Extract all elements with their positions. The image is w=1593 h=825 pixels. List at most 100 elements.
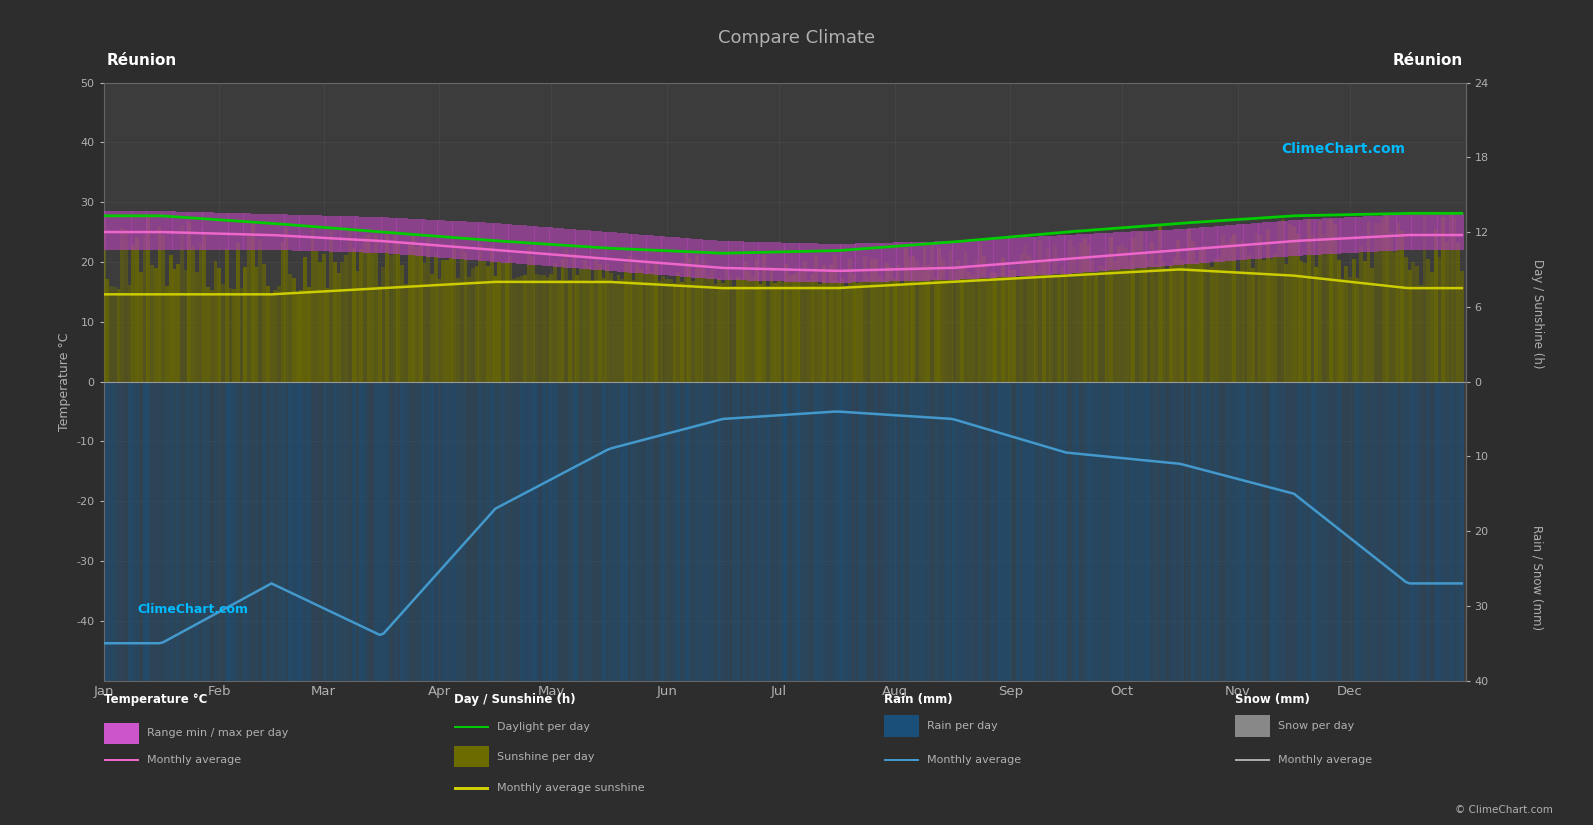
Bar — [672, 283, 677, 381]
Bar — [1442, 214, 1445, 250]
Bar — [914, 381, 919, 681]
Bar — [613, 381, 616, 681]
Bar — [550, 228, 553, 266]
Bar — [830, 381, 833, 681]
Bar — [261, 214, 266, 250]
Bar — [1198, 381, 1203, 681]
Bar — [1459, 381, 1464, 681]
Bar — [199, 381, 202, 681]
Bar — [307, 215, 311, 251]
Bar — [1251, 267, 1255, 381]
Bar — [1209, 267, 1214, 381]
Bar — [464, 252, 467, 381]
Bar — [1075, 234, 1080, 273]
Bar — [1337, 381, 1341, 681]
Bar — [1434, 214, 1437, 250]
Bar — [319, 215, 322, 252]
Bar — [1270, 259, 1273, 381]
Bar — [438, 220, 441, 257]
Bar — [1217, 381, 1222, 681]
Bar — [878, 243, 881, 282]
Bar — [725, 270, 728, 381]
Bar — [1042, 381, 1047, 681]
Bar — [900, 243, 905, 281]
Bar — [967, 240, 972, 279]
Bar — [527, 381, 530, 681]
Bar — [378, 217, 382, 253]
Bar — [1176, 381, 1180, 681]
Bar — [628, 233, 632, 272]
Bar — [358, 381, 363, 681]
Bar — [1437, 381, 1442, 681]
Bar — [1364, 262, 1367, 381]
Bar — [699, 239, 703, 278]
Bar — [919, 267, 922, 381]
Bar — [1351, 217, 1356, 252]
Bar — [744, 262, 747, 381]
Bar — [166, 211, 169, 250]
Bar — [478, 222, 483, 261]
Bar — [1206, 381, 1211, 681]
Bar — [1370, 216, 1375, 252]
Bar — [202, 212, 205, 250]
Bar — [519, 276, 524, 381]
Bar — [255, 214, 258, 250]
Bar — [580, 381, 583, 681]
Bar — [949, 241, 953, 280]
Bar — [392, 234, 397, 381]
Bar — [710, 270, 714, 381]
Bar — [1125, 381, 1128, 681]
Bar — [389, 218, 393, 254]
Bar — [967, 381, 972, 681]
Bar — [1075, 271, 1080, 381]
Bar — [1225, 243, 1228, 381]
Bar — [213, 381, 218, 681]
Bar — [717, 241, 722, 280]
Bar — [370, 253, 374, 381]
Bar — [1217, 257, 1222, 381]
Bar — [1128, 232, 1131, 269]
Bar — [1045, 381, 1050, 681]
Bar — [255, 381, 258, 681]
Bar — [405, 284, 408, 381]
Bar — [908, 257, 911, 381]
Bar — [1164, 381, 1169, 681]
Bar — [441, 381, 444, 681]
Bar — [1131, 232, 1136, 269]
Text: Daylight per day: Daylight per day — [497, 722, 589, 732]
Bar — [620, 381, 624, 681]
Bar — [363, 381, 366, 681]
Bar — [1091, 262, 1094, 381]
Bar — [172, 270, 177, 381]
Bar — [1419, 214, 1423, 250]
Bar — [814, 381, 819, 681]
Bar — [919, 381, 922, 681]
Bar — [1172, 229, 1177, 266]
Bar — [400, 265, 405, 381]
Bar — [597, 381, 602, 681]
Bar — [247, 381, 252, 681]
Bar — [1258, 223, 1262, 258]
Bar — [236, 213, 241, 250]
Bar — [591, 280, 594, 381]
Bar — [311, 215, 314, 251]
Bar — [166, 381, 169, 681]
Bar — [870, 381, 875, 681]
Bar — [1370, 381, 1375, 681]
Bar — [1281, 221, 1284, 257]
Bar — [1386, 381, 1389, 681]
Bar — [1392, 252, 1397, 381]
Bar — [639, 381, 644, 681]
Bar — [1131, 381, 1136, 681]
Bar — [285, 214, 288, 250]
Bar — [1442, 218, 1445, 381]
Bar — [1351, 381, 1356, 681]
Bar — [706, 381, 710, 681]
Bar — [1459, 271, 1464, 381]
Bar — [811, 381, 814, 681]
Bar — [530, 381, 535, 681]
Bar — [553, 228, 558, 266]
Bar — [1400, 381, 1403, 681]
Bar — [202, 381, 205, 681]
Bar — [1209, 227, 1214, 262]
